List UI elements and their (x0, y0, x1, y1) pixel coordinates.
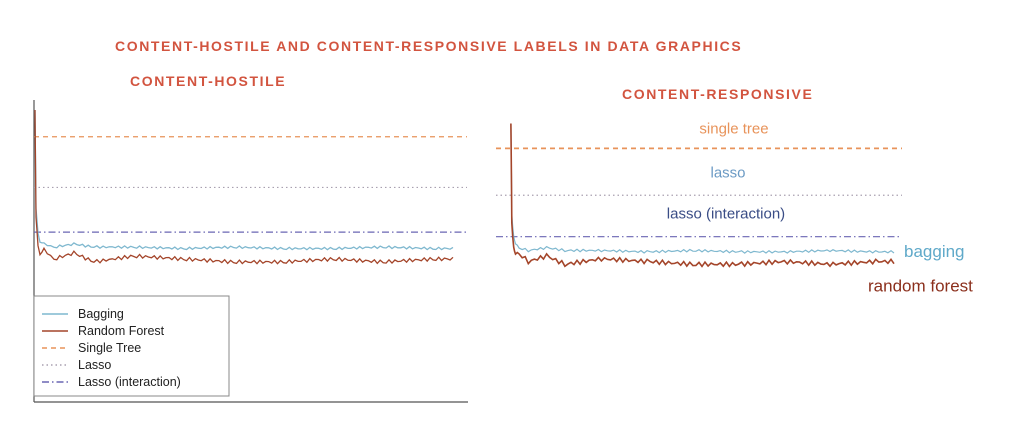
direct-label-lasso-interaction: lasso (interaction) (667, 206, 785, 223)
series-line-random-forest (34, 109, 454, 265)
legend-box (33, 295, 230, 397)
content-responsive-chart: single tree lasso lasso (interaction) baggi… (496, 120, 973, 296)
direct-label-bagging: bagging (904, 242, 965, 261)
series-line-bagging (34, 109, 454, 251)
direct-label-lasso: lasso (710, 164, 745, 181)
legend-label-random-forest: Random Forest (78, 324, 165, 338)
legend-label-single-tree: Single Tree (78, 341, 141, 355)
right-chart-title: CONTENT-RESPONSIVE (622, 86, 814, 102)
legend-label-bagging: Bagging (78, 307, 124, 321)
content-hostile-chart: Bagging Random Forest Single Tree Lasso Lass… (33, 100, 468, 403)
series-line-random-forest (510, 123, 895, 268)
legend-label-lasso-interaction: Lasso (interaction) (78, 375, 181, 389)
legend: Bagging Random Forest Single Tree Lasso Lass… (33, 295, 230, 397)
direct-label-random-forest: random forest (868, 277, 973, 296)
direct-label-single-tree: single tree (699, 120, 768, 137)
legend-label-lasso: Lasso (78, 358, 111, 372)
page-title: CONTENT-HOSTILE AND CONTENT-RESPONSIVE L… (115, 38, 743, 54)
left-chart-title: CONTENT-HOSTILE (130, 73, 287, 89)
series-line-bagging (510, 123, 895, 254)
